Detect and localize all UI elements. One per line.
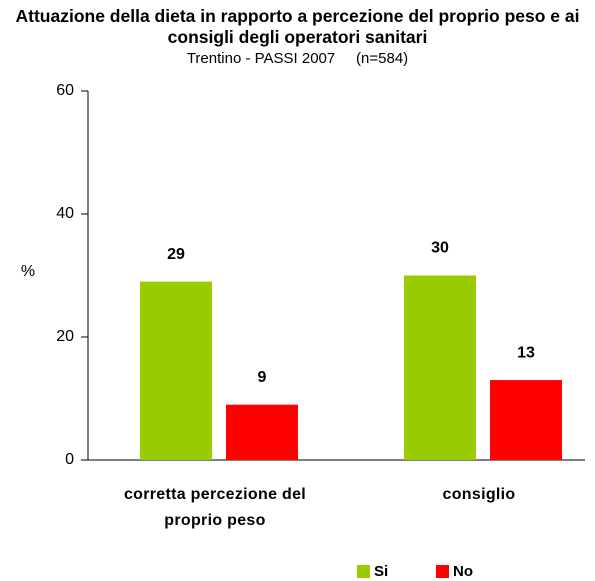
value-label: 13 <box>517 344 535 361</box>
y-tick-label: 40 <box>56 205 74 222</box>
value-label: 29 <box>167 246 185 263</box>
bar <box>404 275 476 460</box>
value-label: 9 <box>258 369 267 386</box>
legend-swatch <box>436 565 449 578</box>
y-tick-label: 0 <box>65 451 74 468</box>
legend-label: No <box>453 563 473 580</box>
y-tick-label: 20 <box>56 328 74 345</box>
y-tick-label: 60 <box>56 82 74 99</box>
x-tick-label: consiglio <box>442 486 516 503</box>
bar <box>490 380 562 460</box>
bar <box>140 281 212 460</box>
chart-title: Attuazione della dieta in rapporto a per… <box>15 6 580 47</box>
y-axis-label: % <box>21 263 35 280</box>
legend-swatch <box>357 565 370 578</box>
bar <box>226 404 298 460</box>
x-tick-label: corretta percezione del proprio peso <box>123 486 307 529</box>
legend-label: Si <box>374 563 388 580</box>
chart-subtitle: Trentino - PASSI 2007 (n=584) <box>186 50 409 67</box>
value-label: 30 <box>431 240 449 257</box>
